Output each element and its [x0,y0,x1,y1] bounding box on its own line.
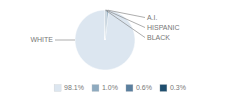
category-label: HISPANIC [147,24,180,31]
slice [105,10,107,40]
slice [105,10,107,40]
legend-swatch [54,85,61,92]
leader-line [105,10,145,37]
slice [105,10,109,40]
legend-item: 98.1% [54,84,84,91]
leader-line [108,10,145,17]
legend: 98.1% 1.0% 0.6% 0.3% [54,84,186,91]
legend-label: 0.3% [170,84,186,91]
legend-swatch [126,85,133,92]
leader-line [55,40,75,41]
annotations: WHITE A.I. HISPANIC BLACK [30,10,179,43]
legend-item: 1.0% [92,84,118,91]
category-label: BLACK [147,34,170,41]
legend-item: 0.3% [160,84,186,91]
legend-label: 0.6% [136,84,152,91]
legend-swatch [92,85,99,92]
category-label: A.I. [147,14,158,21]
leader-line [106,10,145,27]
category-label: WHITE [30,36,53,43]
legend-label: 1.0% [102,84,118,91]
legend-swatch [160,85,167,92]
chart: WHITE A.I. HISPANIC BLACK 98.1% 1.0% 0.6% 0.3% [0,0,240,100]
legend-item: 0.6% [126,84,152,91]
legend-label: 98.1% [64,84,84,91]
